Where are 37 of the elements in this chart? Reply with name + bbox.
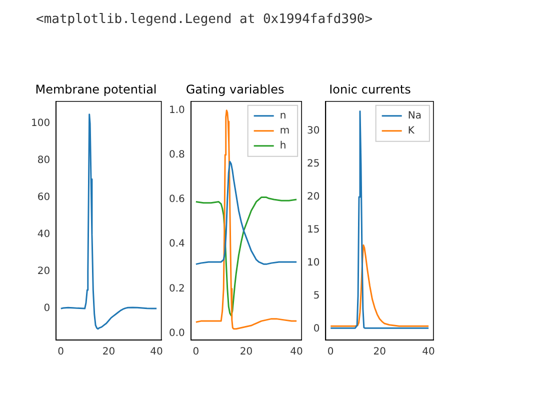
y-tick-label: 40 xyxy=(37,229,50,240)
x-tick-label: 20 xyxy=(373,346,386,358)
chart-title: Ionic currents xyxy=(329,82,411,96)
x-tick-label: 40 xyxy=(150,346,163,358)
y-tick-label: 0.4 xyxy=(168,238,185,250)
legend-label: n xyxy=(280,110,286,122)
y-tick-label: 10 xyxy=(306,257,320,268)
chart-title: Gating variables xyxy=(186,82,284,96)
y-tick-label: 100 xyxy=(30,118,50,130)
y-tick-label: 60 xyxy=(37,192,50,204)
legend-label: Na xyxy=(408,110,422,122)
y-tick-label: 1.0 xyxy=(168,104,185,116)
y-tick-label: 0.8 xyxy=(168,150,185,161)
legend-label: h xyxy=(280,140,286,152)
x-tick-label: 20 xyxy=(240,346,253,358)
text: <matplotlib.legend.Legend at 0x1994fafd390> xyxy=(36,12,373,27)
chart-title: Membrane potential xyxy=(35,82,157,96)
y-tick-label: 25 xyxy=(306,158,320,170)
y-tick-label: 0.2 xyxy=(168,283,185,294)
x-tick-label: 40 xyxy=(290,346,303,358)
y-tick-label: 0 xyxy=(313,323,320,334)
legend-label: m xyxy=(280,125,290,136)
y-tick-label: 30 xyxy=(306,126,320,137)
y-tick-label: 20 xyxy=(306,192,320,203)
y-tick-label: 0 xyxy=(44,303,50,314)
y-tick-label: 20 xyxy=(37,266,50,278)
x-tick-label: 40 xyxy=(422,346,435,358)
x-tick-label: 20 xyxy=(102,346,116,358)
x-tick-label: 0 xyxy=(327,346,334,358)
y-tick-label: 0.0 xyxy=(168,328,185,339)
x-tick-label: 0 xyxy=(58,346,64,358)
y-tick-label: 15 xyxy=(306,224,320,236)
y-tick-label: 80 xyxy=(37,155,50,166)
x-tick-label: 0 xyxy=(192,346,200,358)
y-tick-label: 0.6 xyxy=(168,194,185,206)
legend-label: K xyxy=(408,125,415,136)
y-tick-label: 5 xyxy=(313,290,320,302)
